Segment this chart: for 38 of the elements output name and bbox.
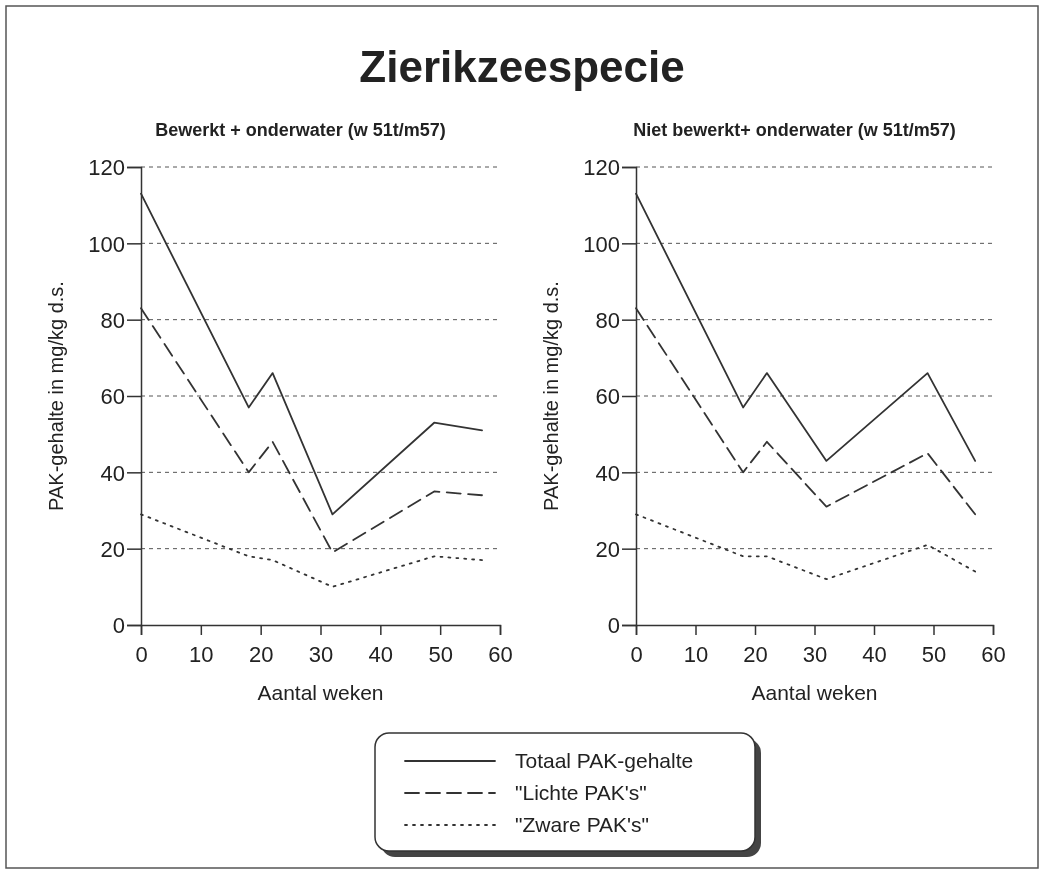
x-tick-label: 10 [683,642,709,668]
legend-label: "Zware PAK's" [515,813,650,837]
x-axis-title: Aantal weken [751,681,878,704]
y-tick-label: 120 [88,155,125,181]
y-tick-label: 20 [100,536,125,562]
chart-title: Zierikzeespecie [359,42,685,91]
x-tick-label: 0 [630,642,643,668]
x-tick-label: 60 [488,642,513,668]
y-tick-label: 100 [88,231,125,257]
legend-label: "Lichte PAK's" [515,781,647,805]
chart-subtitle: Bewerkt + onderwater (w 51t/m57) [155,120,446,140]
y-axis-title: PAK-gehalte in mg/kg d.s. [540,281,562,511]
y-tick-label: 80 [100,307,125,333]
y-tick-label: 60 [595,384,620,410]
y-axis-title: PAK-gehalte in mg/kg d.s. [45,281,67,511]
x-tick-label: 50 [921,642,947,668]
y-tick-label: 120 [583,155,620,181]
x-tick-label: 20 [248,642,274,668]
y-tick-label: 0 [112,613,125,639]
x-tick-label: 20 [743,642,768,668]
y-tick-label: 40 [595,460,620,486]
x-tick-label: 10 [189,642,214,668]
x-tick-label: 40 [862,642,887,668]
chart-subtitle: Niet bewerkt+ onderwater (w 51t/m57) [633,120,956,140]
y-tick-label: 0 [607,613,620,639]
x-axis-title: Aantal weken [257,681,384,704]
y-tick-label: 40 [100,460,125,486]
y-tick-label: 100 [583,231,620,257]
y-tick-label: 20 [595,536,620,562]
legend-label: Totaal PAK-gehalte [515,749,694,773]
x-tick-label: 0 [135,642,148,668]
x-tick-label: 30 [308,642,334,668]
y-tick-label: 80 [595,307,620,333]
x-tick-label: 50 [428,642,453,668]
y-tick-label: 60 [100,384,125,410]
x-tick-label: 30 [802,642,828,668]
x-tick-label: 60 [981,642,1006,668]
x-tick-label: 40 [368,642,394,668]
